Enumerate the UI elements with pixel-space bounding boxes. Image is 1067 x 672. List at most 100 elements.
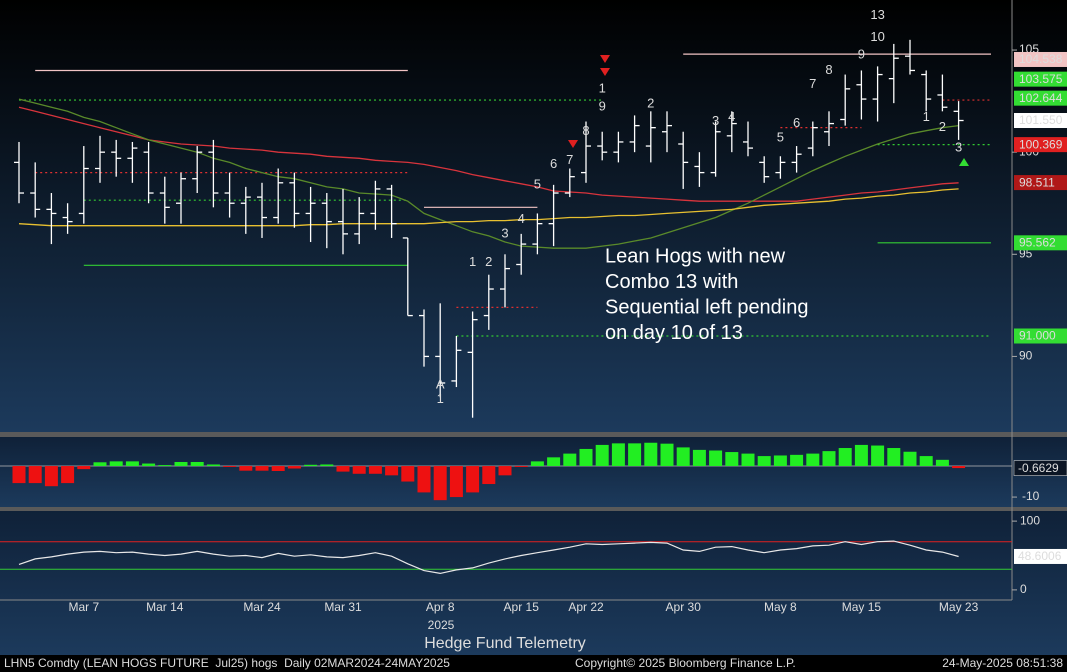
histogram-bar xyxy=(952,466,966,469)
histogram-bar xyxy=(676,447,690,467)
arrow xyxy=(568,140,578,148)
histogram-bar xyxy=(466,466,480,493)
histogram-bar xyxy=(368,466,382,474)
price-label-box xyxy=(1014,51,1067,67)
sequential-count: 10 xyxy=(870,29,884,44)
sequential-count: 1 xyxy=(599,80,606,95)
sequential-count: A xyxy=(436,376,445,391)
sequential-count: 4 xyxy=(518,211,525,226)
price-label: 98.511 xyxy=(1019,175,1055,189)
rsi-panel xyxy=(0,511,1067,655)
histogram-bar xyxy=(935,459,949,467)
histogram-bar xyxy=(887,448,901,467)
price-label: 104.538 xyxy=(1019,52,1063,66)
x-tick-label: May 23 xyxy=(939,600,979,614)
x-tick-label: Apr 8 xyxy=(426,600,455,614)
histogram-bar xyxy=(125,461,139,467)
last-value-box xyxy=(1014,548,1067,564)
histogram-bar xyxy=(741,453,755,467)
histogram-bar xyxy=(514,466,528,467)
arrow xyxy=(600,68,610,76)
sequential-count: 6 xyxy=(550,156,557,171)
histogram-bar xyxy=(336,466,350,472)
sequential-count: 1 xyxy=(469,254,476,269)
sequential-count: 9 xyxy=(858,47,865,62)
moving-average xyxy=(18,188,959,227)
histogram-bar xyxy=(644,442,658,467)
rsi-line xyxy=(18,540,959,575)
histogram-bar xyxy=(482,466,496,485)
sequential-count: 5 xyxy=(534,176,541,191)
price-label-box xyxy=(1014,113,1067,129)
last-value-label: -0.6629 xyxy=(1018,461,1059,475)
histogram-bar xyxy=(174,461,188,467)
sequential-count: 1 xyxy=(437,391,444,406)
price-label-box xyxy=(1014,90,1067,106)
sequential-count: 9 xyxy=(599,99,606,114)
footer-title: Hedge Fund Telemetry xyxy=(424,635,586,652)
sequential-count: 8 xyxy=(825,62,832,77)
histogram-bar xyxy=(223,466,237,467)
histogram-bar xyxy=(871,445,885,467)
histogram-bar xyxy=(44,466,58,487)
histogram-bar xyxy=(919,456,933,467)
histogram-bar xyxy=(822,451,836,467)
price-panel xyxy=(0,0,1067,432)
sequential-count: 13 xyxy=(870,7,884,22)
histogram-bar xyxy=(838,448,852,467)
histogram-bar xyxy=(206,464,220,467)
histogram-bar xyxy=(190,461,204,467)
moving-average xyxy=(18,106,959,202)
histogram-bar xyxy=(790,454,804,467)
histogram-bar xyxy=(385,466,399,476)
moving-average xyxy=(18,98,959,249)
last-value-label: 48.6006 xyxy=(1018,549,1062,563)
histogram-bar xyxy=(12,466,26,484)
histogram-bar xyxy=(61,466,75,484)
price-label-box xyxy=(1014,175,1067,191)
histogram-bar xyxy=(547,457,561,467)
histogram-bar xyxy=(611,443,625,467)
histogram-bar xyxy=(757,456,771,467)
sequential-count: 2 xyxy=(485,254,492,269)
x-tick-label: Apr 15 xyxy=(504,600,540,614)
histogram-bar xyxy=(401,466,415,482)
sequential-count: 7 xyxy=(566,152,573,167)
macd-panel xyxy=(0,437,1067,507)
price-label: 100.369 xyxy=(1019,137,1063,151)
histogram-bar xyxy=(352,466,366,474)
x-tick-label: Mar 24 xyxy=(243,600,281,614)
arrow xyxy=(959,158,969,166)
histogram-bar xyxy=(595,444,609,467)
histogram-bar xyxy=(773,455,787,467)
histogram-bar xyxy=(854,444,868,467)
sequential-count: 1 xyxy=(923,109,930,124)
sequential-count: 3 xyxy=(712,113,719,128)
sequential-count: 7 xyxy=(809,76,816,91)
security: LHN5 Comdty (LEAN HOGS FUTURE Jul25) hog… xyxy=(4,656,450,670)
x-tick-label: Apr 22 xyxy=(568,600,604,614)
histogram-bar xyxy=(709,450,723,467)
histogram-bar xyxy=(320,464,334,467)
price-label-box xyxy=(1014,328,1067,344)
histogram-bar xyxy=(579,448,593,467)
histogram-bar xyxy=(903,451,917,467)
note-line: Combo 13 with xyxy=(605,271,738,293)
histogram-bar xyxy=(142,463,156,467)
histogram-bar xyxy=(304,464,318,467)
year-label: 2025 xyxy=(428,618,455,632)
sequential-count: 4 xyxy=(728,109,735,124)
histogram-bar xyxy=(628,443,642,467)
x-tick-label: Mar 31 xyxy=(324,600,362,614)
y-tick-label: -10 xyxy=(1022,489,1040,503)
sequential-count: 5 xyxy=(777,129,784,144)
x-tick-label: May 15 xyxy=(842,600,882,614)
histogram-bar xyxy=(158,465,172,467)
histogram-bar xyxy=(563,453,577,467)
histogram-bar xyxy=(28,466,42,484)
histogram-bar xyxy=(660,443,674,467)
histogram-bar xyxy=(417,466,431,493)
histogram-bar xyxy=(498,466,512,476)
